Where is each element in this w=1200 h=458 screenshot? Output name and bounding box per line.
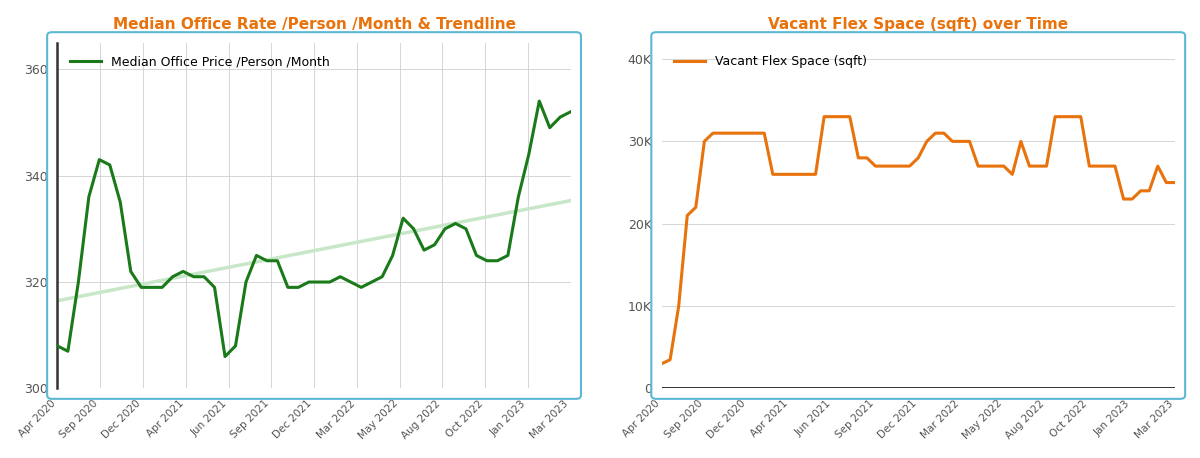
Legend: Median Office Price /Person /Month: Median Office Price /Person /Month (64, 49, 336, 74)
Title: Vacant Flex Space (sqft) over Time: Vacant Flex Space (sqft) over Time (768, 16, 1068, 32)
Legend: Vacant Flex Space (sqft): Vacant Flex Space (sqft) (668, 49, 874, 74)
Title: Median Office Rate /Person /Month & Trendline: Median Office Rate /Person /Month & Tren… (113, 16, 516, 32)
